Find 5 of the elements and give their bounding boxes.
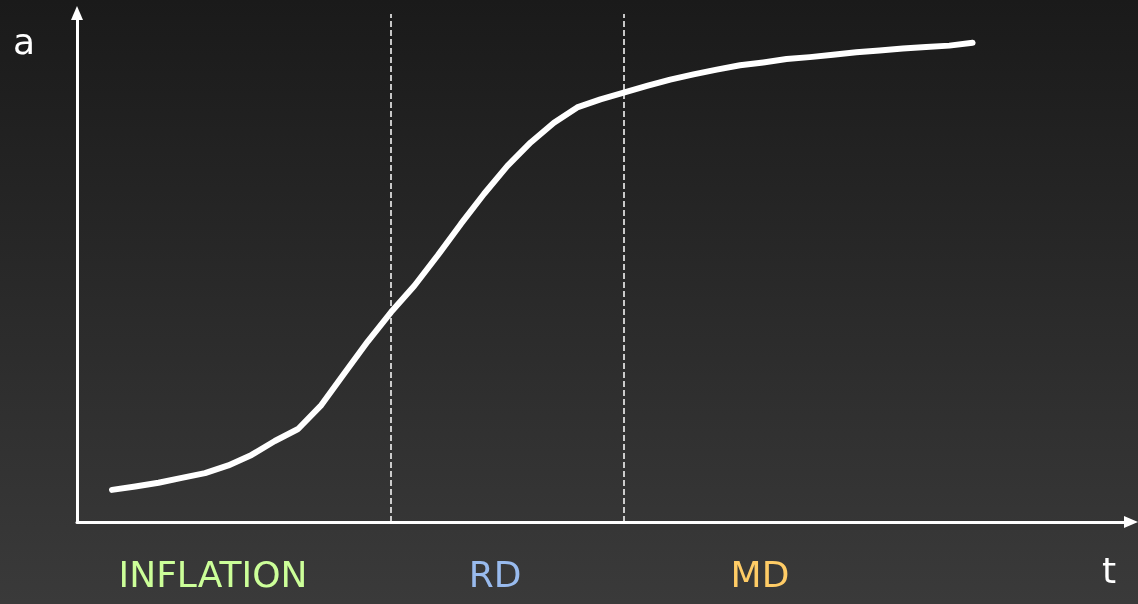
text: RD	[468, 553, 522, 595]
x-axis-title: t	[1101, 549, 1116, 591]
y-axis-title: a	[12, 20, 35, 62]
text: INFLATION	[118, 553, 308, 595]
text: MD	[730, 553, 790, 595]
